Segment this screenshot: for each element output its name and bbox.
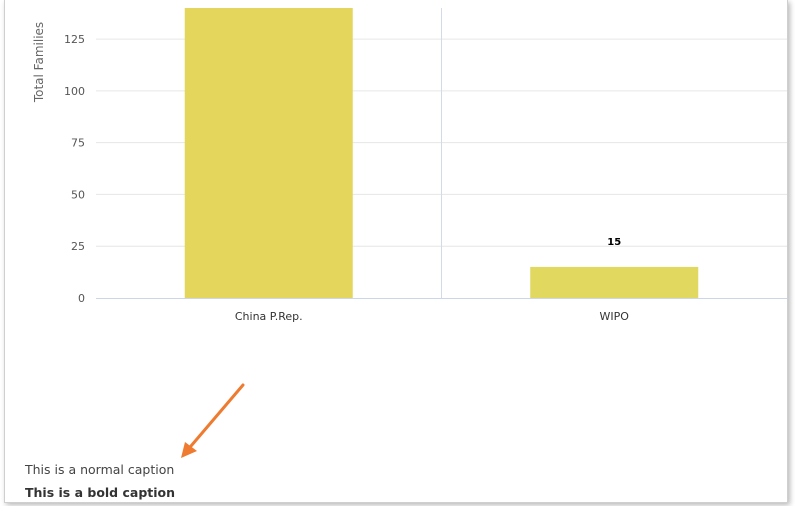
label-layer: 0 25 50 75 100 125 China P.Rep. WIPO 15	[64, 33, 629, 323]
bar[interactable]	[184, 8, 353, 298]
chart-panel: 0 25 50 75 100 125 China P.Rep. WIPO 15 Total Fa…	[4, 0, 788, 503]
annotation-arrow	[181, 383, 245, 458]
y-axis-title: Total Families	[32, 22, 46, 103]
bar[interactable]	[530, 266, 699, 298]
x-tick-label: WIPO	[600, 310, 630, 323]
y-tick-label: 125	[64, 33, 85, 46]
y-tick-label: 25	[71, 240, 85, 253]
y-tick-label: 0	[78, 292, 85, 305]
caption-bold: This is a bold caption	[25, 485, 176, 500]
bar-chart: 0 25 50 75 100 125 China P.Rep. WIPO 15 Total Fa…	[32, 8, 787, 458]
x-tick-label: China P.Rep.	[235, 310, 303, 323]
caption-normal: This is a normal caption	[25, 462, 175, 477]
y-tick-label: 100	[64, 85, 85, 98]
y-tick-label: 75	[71, 137, 85, 150]
data-label: 15	[607, 237, 621, 248]
bar-layer	[184, 8, 699, 298]
y-tick-label: 50	[71, 188, 85, 201]
